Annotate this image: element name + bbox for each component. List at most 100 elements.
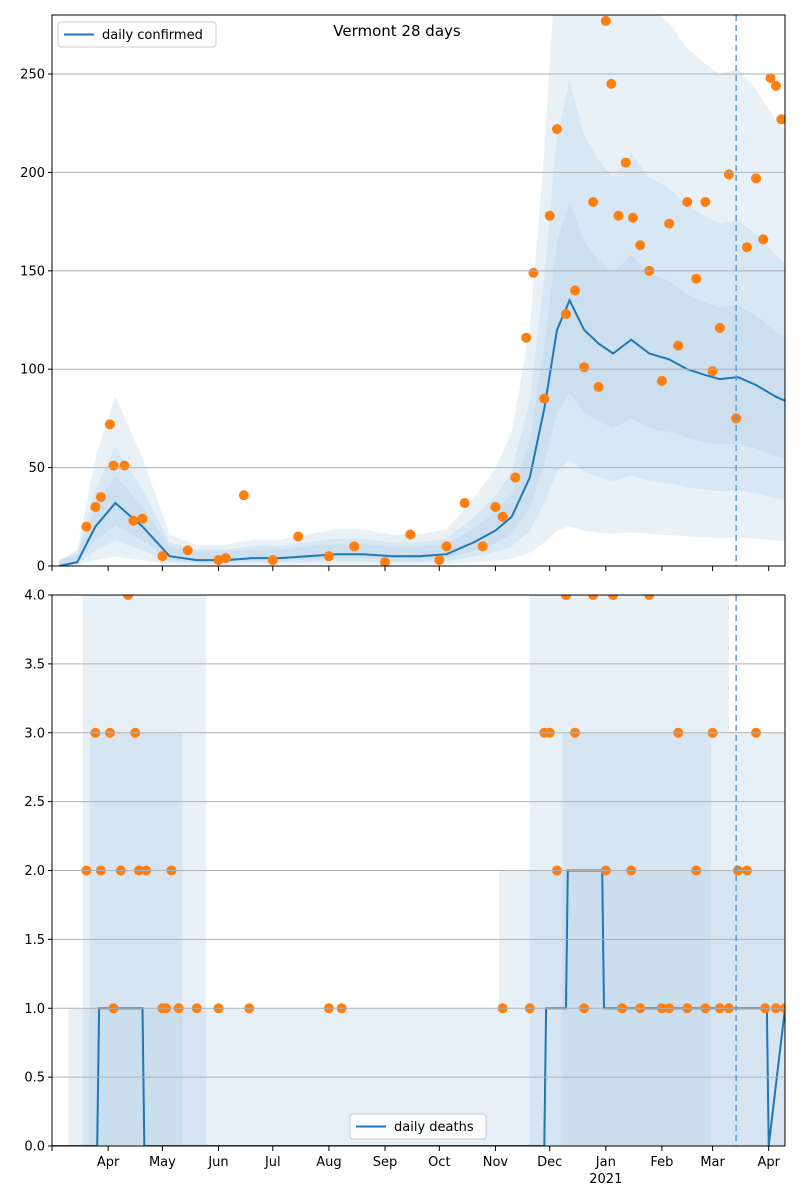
observed-point: [238, 490, 249, 501]
observed-point: [459, 498, 470, 509]
uncertainty-band-2: [59, 81, 785, 566]
observed-point: [220, 553, 231, 564]
observed-point: [635, 240, 646, 251]
observed-point: [770, 80, 781, 91]
observed-point: [714, 322, 725, 333]
legend: daily deaths: [349, 1113, 487, 1140]
observed-point: [123, 595, 134, 600]
observed-point: [579, 362, 590, 373]
observed-point: [119, 460, 130, 471]
x-tick-label: Aug: [316, 1155, 341, 1170]
y-tick-label: 4.0: [24, 589, 45, 604]
legend-label: daily deaths: [394, 1120, 474, 1135]
uncertainty-band-1: [59, 15, 785, 566]
y-tick-label: 0.5: [24, 1071, 45, 1086]
observed-point: [673, 340, 684, 351]
observed-point: [707, 366, 718, 377]
observed-point: [741, 242, 752, 253]
observed-point: [776, 114, 785, 125]
x-tick-label: Mar: [700, 1155, 725, 1170]
y-tick-label: 0.0: [24, 1140, 45, 1155]
x-tick-label: May: [149, 1155, 176, 1170]
observed-point: [267, 555, 278, 566]
y-tick-label: 1.5: [24, 933, 45, 948]
axes-frame: [51, 594, 786, 1147]
observed-point: [588, 595, 599, 600]
axes-frame: [51, 14, 786, 567]
confirmed-panel: 0 50 100 150 200 250 Vermont 28 days daily conf…: [20, 14, 786, 575]
observed-point: [627, 212, 638, 223]
y-tick-label: 200: [20, 166, 45, 181]
observed-point: [593, 381, 604, 392]
x-tick-label: Jul: [264, 1155, 281, 1170]
observed-point: [751, 173, 762, 184]
plot-area: [52, 595, 785, 1146]
observed-point: [644, 595, 655, 600]
observed-point: [157, 551, 168, 562]
observed-point: [137, 513, 148, 524]
observed-point: [551, 124, 562, 135]
chart-title: Vermont 28 days: [333, 22, 461, 40]
observed-point: [539, 393, 550, 404]
observed-point: [434, 555, 445, 566]
observed-point: [349, 541, 360, 552]
y-tick-label: 50: [28, 461, 45, 476]
observed-point: [664, 218, 675, 229]
uncertainty-band-3: [59, 201, 785, 566]
observed-point: [128, 515, 139, 526]
x-tick-label: Jun: [207, 1155, 228, 1170]
plot-area: [58, 15, 785, 566]
y-tick-label: 3.5: [24, 657, 45, 672]
observed-point: [606, 78, 617, 89]
observed-point: [510, 472, 521, 483]
y-tick-label: 0: [37, 560, 45, 575]
observed-point: [765, 72, 776, 83]
observed-point: [691, 273, 702, 284]
observed-point: [323, 551, 334, 562]
x-tick-label: Dec: [537, 1155, 562, 1170]
legend: daily confirmed: [57, 21, 217, 48]
observed-point: [108, 460, 119, 471]
observed-point: [490, 501, 501, 512]
observed-point: [293, 531, 304, 542]
observed-point: [528, 267, 539, 278]
y-tick-label: 3.0: [24, 726, 45, 741]
observed-point: [608, 595, 619, 600]
x-tick-label: Feb: [650, 1155, 673, 1170]
y-tick-label: 250: [20, 68, 45, 83]
x-tick-label: Apr: [97, 1155, 120, 1170]
x-tick-label: Nov: [483, 1155, 509, 1170]
observed-point: [561, 309, 572, 320]
observed-point: [90, 501, 101, 512]
observed-point: [521, 332, 532, 343]
observed-point: [682, 196, 693, 207]
observed-point: [570, 285, 581, 296]
observed-point: [656, 376, 667, 387]
observed-point: [497, 511, 508, 522]
y-tick-label: 100: [20, 363, 45, 378]
y-tick-label: 1.0: [24, 1002, 45, 1017]
observed-point: [104, 419, 115, 430]
observed-point: [723, 169, 734, 180]
observed-point: [544, 210, 555, 221]
observed-point: [182, 545, 193, 556]
legend-label: daily confirmed: [102, 28, 203, 43]
observed-point: [588, 196, 599, 207]
observed-point: [561, 595, 572, 600]
deaths-panel: 0.0 0.5 1.0 1.5 2.0 2.5 3.0 3.5 4.0 daily deaths A…: [24, 589, 786, 1187]
x-tick-label: Oct: [428, 1155, 450, 1170]
legend-box: [349, 1113, 487, 1140]
series-line-daily-confirmed: [58, 297, 785, 566]
observed-point: [81, 521, 92, 532]
observed-point: [700, 196, 711, 207]
y-tick-label: 2.5: [24, 795, 45, 810]
x-tick-year-label: 2021: [589, 1172, 622, 1187]
observed-point: [95, 492, 106, 503]
observed-point: [620, 157, 631, 168]
y-tick-label: 2.0: [24, 864, 45, 879]
x-tick-label: Sep: [373, 1155, 398, 1170]
observed-point: [405, 529, 416, 540]
observed-point: [758, 234, 769, 245]
